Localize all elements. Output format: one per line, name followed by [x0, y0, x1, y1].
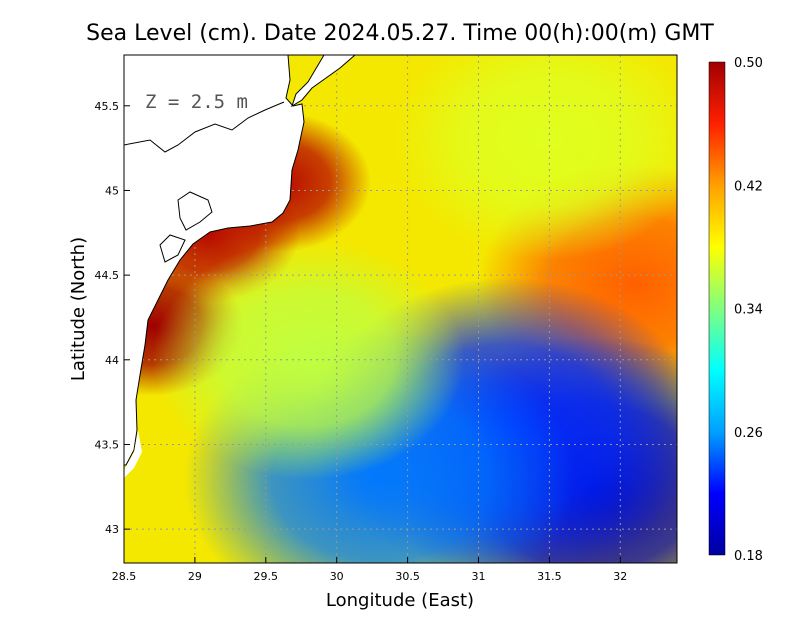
chart-title: Sea Level (cm). Date 2024.05.27. Time 00…: [86, 21, 714, 46]
x-axis-label: Longitude (East): [326, 590, 474, 611]
y-axis-ticks: 43 43.5 44 44.5 45 45.5: [95, 100, 130, 536]
x-tick-label: 32: [613, 570, 627, 583]
shelf-gap-mask: [124, 430, 142, 478]
colorbar: [708, 61, 726, 556]
y-axis-label: Latitude (North): [68, 237, 89, 381]
colorbar-tick-label: 0.34: [734, 303, 763, 318]
lagoon-shape: [177, 191, 213, 231]
field-feature: [152, 239, 465, 480]
field-feature: [393, 55, 677, 260]
colorbar-ticks: 0.50 0.42 0.34 0.26 0.18: [734, 56, 763, 564]
plot-frame: [123, 54, 678, 564]
colorbar-tick-label: 0.18: [734, 549, 763, 564]
y-tick-label: 43: [105, 523, 119, 536]
y-tick-label: 43.5: [95, 438, 120, 451]
x-tick-label: 30.5: [395, 570, 420, 583]
y-tick-label: 44: [105, 354, 119, 367]
x-tick-label: 31: [471, 570, 485, 583]
y-tick-label: 45: [105, 184, 119, 197]
colorbar-tick-label: 0.42: [734, 179, 763, 194]
depth-annotation: Z = 2.5 m: [145, 91, 248, 113]
plot-area: [124, 55, 677, 563]
colorbar-tick-label: 0.26: [734, 426, 763, 441]
x-tick-label: 29.5: [254, 570, 279, 583]
x-tick-label: 30: [330, 570, 344, 583]
y-tick-label: 45.5: [95, 100, 120, 113]
x-tick-label: 28.5: [112, 570, 137, 583]
colorbar-tick-label: 0.50: [734, 56, 763, 71]
y-tick-label: 44.5: [95, 269, 120, 282]
x-axis-ticks: 28.5 29 29.5 30 30.5 31 31.5 32: [112, 557, 627, 583]
land-north-spit: [291, 55, 356, 108]
coast-inner: [159, 234, 186, 263]
x-tick-label: 31.5: [537, 570, 562, 583]
land-mask: [124, 55, 356, 466]
land-west-coast: [124, 55, 305, 466]
x-tick-label: 29: [188, 570, 202, 583]
lagoon-inlet: [124, 101, 285, 153]
